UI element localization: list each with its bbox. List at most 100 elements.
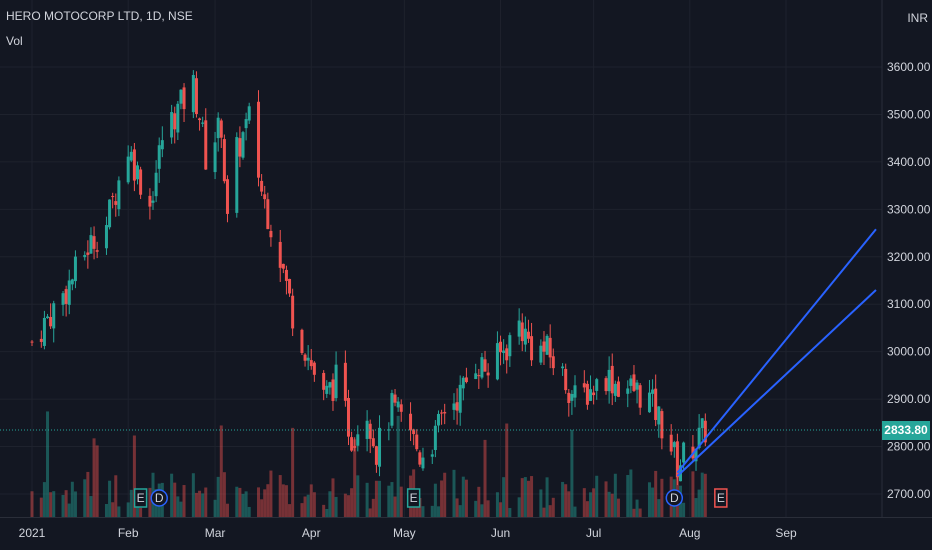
candle-body <box>517 320 521 337</box>
dividend-event-icon[interactable] <box>150 489 168 507</box>
volume-bar <box>647 482 651 517</box>
chart-title: HERO MOTOCORP LTD, 1D, NSE <box>6 9 193 23</box>
volume-bar <box>570 429 574 517</box>
volume-bar <box>387 485 391 517</box>
price-tick-label: 2900.00 <box>887 392 931 406</box>
volume-bar <box>129 489 133 517</box>
trend-line[interactable] <box>676 289 877 477</box>
candle-body <box>480 357 484 378</box>
volume-bar <box>517 497 521 517</box>
volume-bar <box>582 488 586 517</box>
volume-bar <box>204 487 208 517</box>
volume-bar <box>548 505 552 517</box>
candle-body <box>356 434 360 446</box>
candle-body <box>191 75 195 113</box>
volume-bar <box>104 503 108 517</box>
volume-bar <box>585 501 589 517</box>
candle-body <box>157 145 161 169</box>
volume-bar <box>52 491 56 517</box>
volume-bar <box>542 507 546 517</box>
volume-bar <box>452 469 456 517</box>
volume-bar <box>300 503 304 517</box>
candle-body <box>288 278 292 294</box>
volume-bar <box>486 500 490 517</box>
candle-body <box>564 368 568 391</box>
time-tick-label: Apr <box>302 526 321 540</box>
volume-bar <box>73 491 77 517</box>
candle-body <box>551 356 555 369</box>
candle-body <box>694 448 698 462</box>
volume-bar <box>691 471 695 517</box>
price-tick-label: 3200.00 <box>887 250 931 264</box>
volume-bar <box>616 498 620 517</box>
earnings-event-icon[interactable] <box>714 488 728 508</box>
candle-body <box>331 379 335 401</box>
candle-body <box>182 87 186 110</box>
candle-body <box>458 384 462 413</box>
candle-body <box>154 172 158 197</box>
volume-bar <box>421 506 425 517</box>
candle-body <box>610 365 614 394</box>
candle-body <box>179 89 183 104</box>
candle-body <box>378 427 382 467</box>
candle-body <box>523 328 527 345</box>
candle-body <box>353 446 357 448</box>
time-tick-label: Sep <box>775 526 797 540</box>
volume-bar <box>95 445 99 517</box>
volume-bar <box>356 475 360 517</box>
volume-bar <box>83 479 87 517</box>
volume-bar <box>694 498 698 517</box>
candle-body <box>95 250 99 252</box>
currency-label[interactable]: INR <box>884 8 928 28</box>
price-tick-label: 2800.00 <box>887 440 931 454</box>
volume-label: Vol <box>6 34 23 48</box>
volume-bar <box>306 494 310 517</box>
candle-body <box>350 437 354 451</box>
earnings-event-icon[interactable] <box>133 488 148 508</box>
candle-body <box>567 392 571 403</box>
volume-bar <box>592 488 596 517</box>
volume-bar <box>114 475 118 517</box>
volume-bar <box>654 470 658 517</box>
earnings-event-icon[interactable] <box>406 488 421 508</box>
candle-body <box>573 385 577 398</box>
candle-body <box>589 389 593 401</box>
candle-body <box>632 374 636 391</box>
candle-body <box>257 101 261 178</box>
candle-body <box>508 335 512 357</box>
volume-bars <box>30 411 707 517</box>
volume-bar <box>573 506 577 517</box>
candle-body <box>346 398 350 437</box>
volume-bar <box>325 508 329 517</box>
dividend-event-icon[interactable] <box>665 489 684 507</box>
candles <box>30 70 707 486</box>
price-axis: 3600.00 3500.00 3400.00 3300.00 3200.00 3100.… <box>887 60 931 501</box>
volume-bar <box>126 502 130 517</box>
price-tick-label: 3100.00 <box>887 297 931 311</box>
grid-lines <box>0 0 882 517</box>
candle-body <box>474 373 478 380</box>
price-tick-label: 3000.00 <box>887 345 931 359</box>
candle-body <box>260 180 264 192</box>
candle-body <box>244 119 248 129</box>
volume-bar <box>480 504 484 517</box>
volume-bar <box>700 472 704 517</box>
candle-body <box>52 303 56 329</box>
candle-body <box>241 132 245 158</box>
volume-bar <box>638 508 642 517</box>
volume-bar <box>502 477 506 517</box>
candle-body <box>638 385 642 408</box>
volume-bar <box>440 480 444 517</box>
candle-body <box>495 343 499 380</box>
volume-bar <box>46 411 50 517</box>
volume-bar <box>269 470 273 517</box>
volume-bar <box>328 491 332 517</box>
time-axis: 2021 Feb Mar Apr May Jun Jul Aug Sep <box>19 526 797 540</box>
candle-body <box>70 279 74 285</box>
candle-body <box>595 379 599 391</box>
candle-body <box>61 293 65 305</box>
candle-body <box>545 335 549 355</box>
price-tick-label: 3600.00 <box>887 60 931 74</box>
trend-line[interactable] <box>676 228 877 474</box>
